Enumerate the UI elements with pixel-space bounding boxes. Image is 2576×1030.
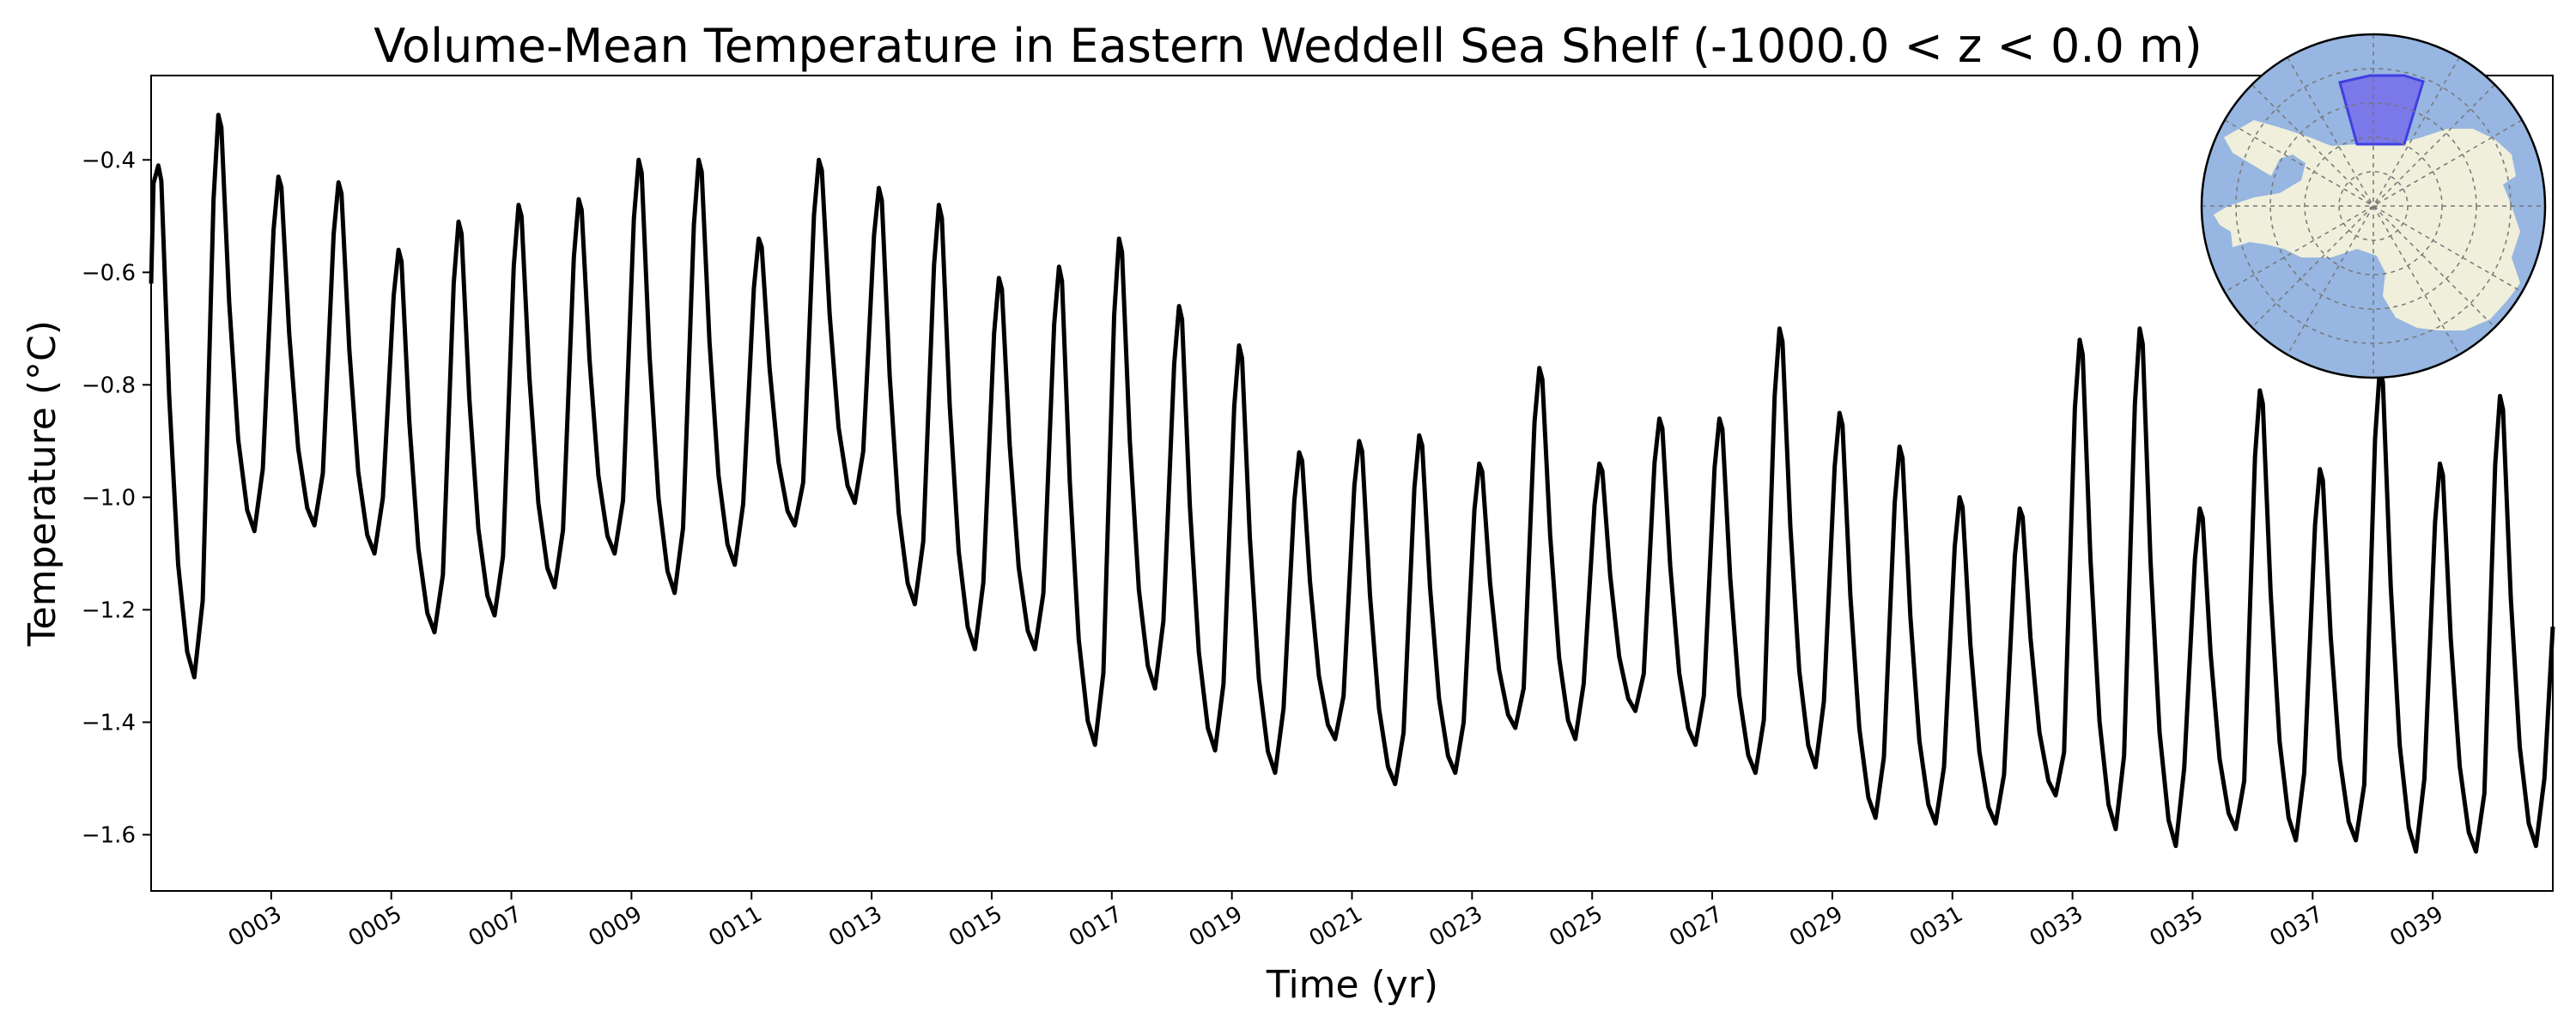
x-axis-label: Time (yr)	[1266, 963, 1438, 1007]
inset-map	[2200, 33, 2547, 379]
x-tick-label: 0025	[1545, 901, 1607, 952]
x-tick-label: 0039	[2385, 901, 2447, 952]
x-tick-label: 0005	[344, 901, 406, 952]
x-tick-label: 0011	[704, 901, 766, 952]
x-tick-label: 0021	[1305, 901, 1367, 952]
y-axis-label: Temperature (°C)	[21, 320, 64, 647]
plot-area: 0003 0005 0007 0009 0011 0013 0015 0017 0019 0021…	[82, 75, 2555, 952]
series-line-temperature	[149, 112, 2555, 854]
x-axis: 0003 0005 0007 0009 0011 0013 0015 0017 0019 0021…	[224, 891, 2448, 952]
antarctica-landmass	[2214, 120, 2520, 330]
x-tick-label: 0029	[1785, 901, 1847, 952]
y-tick-label: −1.4	[82, 710, 136, 736]
x-tick-label: 0037	[2265, 901, 2327, 952]
x-tick-label: 0017	[1065, 901, 1127, 952]
x-tick-label: 0015	[945, 901, 1006, 952]
eastern-weddell-shelf-region	[2338, 74, 2425, 146]
x-tick-label: 0007	[465, 901, 526, 952]
y-tick-label: −1.0	[82, 485, 136, 511]
inset-gridlines	[2202, 34, 2545, 378]
y-tick-label: −1.2	[82, 597, 136, 623]
x-tick-label: 0019	[1185, 901, 1247, 952]
y-tick-label: −0.6	[82, 260, 136, 286]
inset-border	[2200, 33, 2547, 379]
chart-title: Volume-Mean Temperature in Eastern Wedde…	[374, 19, 2202, 73]
x-tick-label: 0033	[2026, 901, 2087, 952]
x-tick-label: 0009	[585, 901, 647, 952]
x-tick-label: 0023	[1425, 901, 1487, 952]
x-tick-label: 0035	[2146, 901, 2208, 952]
plot-frame	[150, 75, 2554, 892]
x-tick-label: 0003	[224, 901, 286, 952]
y-axis: −1.6 −1.4 −1.2 −1.0 −0.8 −0.6 −0.4	[82, 148, 151, 848]
x-tick-label: 0013	[824, 901, 886, 952]
y-tick-label: −1.6	[82, 822, 136, 848]
y-tick-label: −0.4	[82, 148, 136, 173]
x-tick-label: 0031	[1905, 901, 1967, 952]
y-tick-label: −0.8	[82, 373, 136, 398]
x-tick-label: 0027	[1665, 901, 1727, 952]
